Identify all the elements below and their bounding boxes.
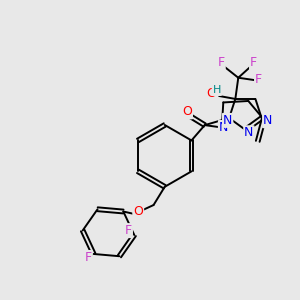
Text: O: O [133, 205, 143, 218]
Text: H: H [213, 85, 221, 95]
Text: N: N [244, 126, 254, 139]
Text: F: F [250, 56, 257, 69]
Text: N: N [219, 121, 228, 134]
Text: F: F [85, 251, 92, 264]
Text: F: F [218, 56, 225, 69]
Text: N: N [223, 114, 232, 127]
Text: O: O [206, 87, 216, 100]
Text: N: N [263, 114, 272, 127]
Text: F: F [125, 224, 132, 237]
Text: F: F [255, 73, 262, 86]
Text: O: O [182, 105, 192, 119]
